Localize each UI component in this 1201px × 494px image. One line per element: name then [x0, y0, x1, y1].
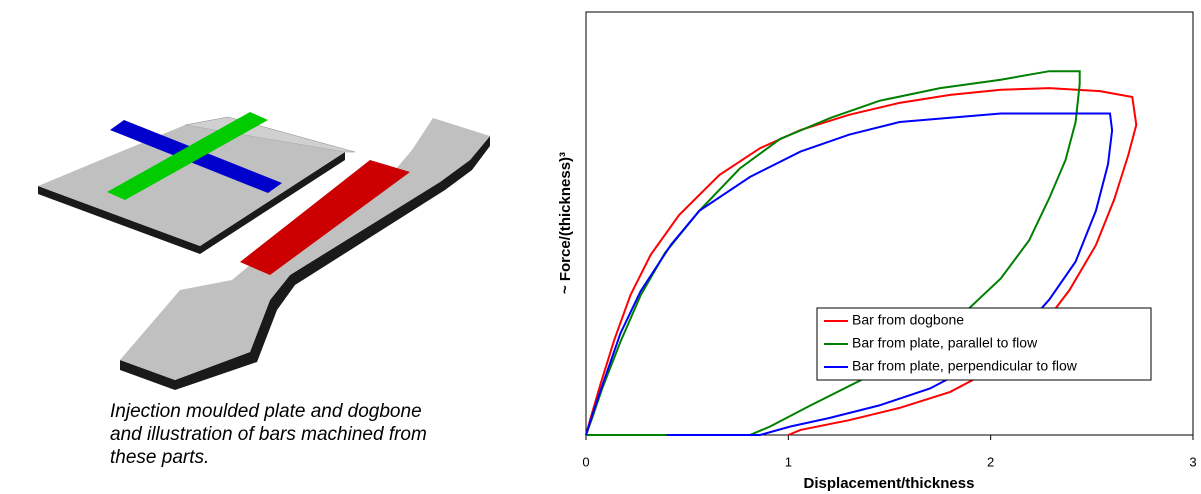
green-bar	[107, 112, 268, 200]
x-axis-label: Displacement/thickness	[804, 475, 975, 492]
series-line	[585, 87, 1138, 436]
caption: Injection moulded plate and dogbone and …	[110, 400, 427, 469]
plate-top	[38, 125, 345, 246]
plot-area	[585, 11, 1194, 436]
caption-line: and illustration of bars machined from	[110, 424, 427, 445]
legend-label: Bar from plate, parallel to flow	[852, 335, 1038, 351]
x-tick-label: 3	[1189, 454, 1196, 469]
x-tick-label: 2	[987, 454, 994, 469]
caption-line: these parts.	[110, 447, 210, 468]
caption-line: Injection moulded plate and dogbone	[110, 401, 422, 422]
series-line	[585, 112, 1114, 436]
red-bar	[240, 160, 410, 275]
legend-label: Bar from dogbone	[852, 312, 964, 328]
x-tick-label: 1	[785, 454, 792, 469]
legend-label: Bar from plate, perpendicular to flow	[852, 358, 1078, 374]
x-tick-label: 0	[582, 454, 589, 469]
y-axis-label: ~ Force/(thickness)³	[557, 152, 574, 294]
legend-box	[816, 307, 1152, 381]
illustration	[38, 112, 490, 390]
